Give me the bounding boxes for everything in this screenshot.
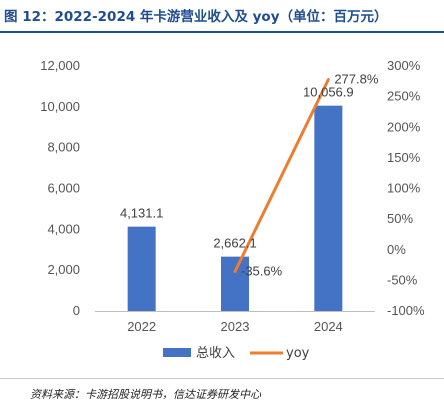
left-tick-label: 10,000 bbox=[40, 99, 80, 114]
figure-title: 图 12：2022-2024 年卡游营业收入及 yoy（单位：百万元） bbox=[4, 9, 388, 25]
left-axis: 0 2,000 4,000 6,000 8,000 10,000 12,000 bbox=[40, 58, 80, 318]
yoy-value-label: 277.8% bbox=[334, 72, 379, 87]
left-tick-label: 4,000 bbox=[47, 221, 80, 236]
right-tick-label: 150% bbox=[387, 150, 421, 165]
legend-label-yoy: yoy bbox=[286, 346, 310, 361]
bar-value-label: 4,131.1 bbox=[120, 206, 163, 221]
footer-rule bbox=[0, 378, 444, 379]
bar-2022 bbox=[127, 226, 156, 311]
right-tick-label: 100% bbox=[387, 181, 421, 196]
legend-label-revenue: 总收入 bbox=[196, 346, 235, 361]
bar-2023 bbox=[221, 256, 249, 311]
legend-swatch-bar bbox=[163, 348, 191, 357]
data-labels: 4,131.1 2,662.1 10,056.9 -35.6% 277.8% bbox=[120, 72, 379, 279]
source-note: 资料来源：卡游招股说明书，信达证券研发中心 bbox=[30, 388, 261, 401]
title-rule bbox=[0, 31, 444, 33]
bar-series bbox=[127, 105, 343, 311]
right-tick-label: -50% bbox=[387, 272, 418, 287]
left-tick-label: 6,000 bbox=[47, 181, 80, 196]
bar-value-label: 10,056.9 bbox=[303, 85, 354, 100]
x-tick-label: 2022 bbox=[127, 319, 156, 334]
left-tick-label: 12,000 bbox=[40, 58, 80, 73]
legend: 总收入 yoy bbox=[163, 346, 310, 361]
right-tick-label: 0% bbox=[387, 242, 406, 257]
left-tick-label: 2,000 bbox=[47, 262, 80, 277]
bar-value-label: 2,662.1 bbox=[213, 236, 256, 251]
right-axis: -100% -50% 0% 50% 100% 150% 200% 250% 300% bbox=[387, 58, 425, 318]
x-tick-label: 2023 bbox=[221, 319, 250, 334]
left-tick-label: 8,000 bbox=[47, 140, 80, 155]
yoy-line bbox=[233, 78, 330, 274]
yoy-value-label: -35.6% bbox=[241, 264, 283, 279]
x-tick-label: 2024 bbox=[314, 319, 343, 334]
bar-2024 bbox=[314, 105, 343, 311]
yoy-series bbox=[233, 78, 330, 274]
right-tick-label: 200% bbox=[387, 119, 421, 134]
right-tick-label: 50% bbox=[387, 211, 413, 226]
right-tick-label: 250% bbox=[387, 89, 421, 104]
right-tick-label: 300% bbox=[387, 58, 421, 73]
right-tick-label: -100% bbox=[387, 303, 425, 318]
x-axis: 2022 2023 2024 bbox=[127, 319, 343, 334]
left-tick-label: 0 bbox=[73, 303, 80, 318]
